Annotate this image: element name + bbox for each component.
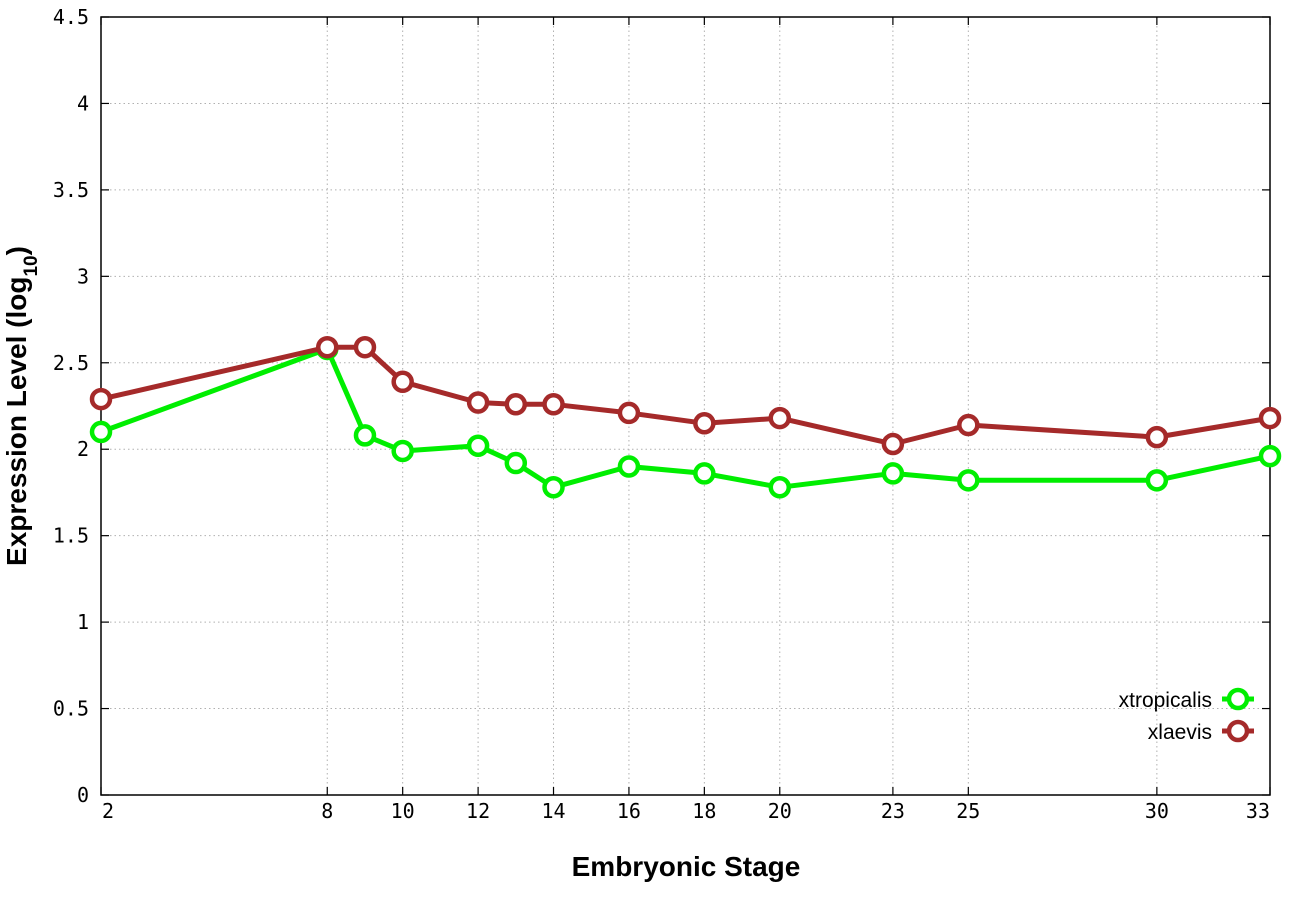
data-point-xlaevis [1258,406,1282,430]
x-tick-label: 30 [1145,799,1169,823]
legend-label-xtropicalis: xtropicalis [1119,689,1212,712]
data-point-xlaevis [391,370,414,394]
x-axis-title: Embryonic Stage [572,851,801,882]
data-point-xtropicalis [957,469,980,492]
data-point-xlaevis [881,432,905,456]
y-axis-title-main: Expression Level (log [1,277,32,566]
x-tick-label: 33 [1246,799,1270,823]
data-point-xtropicalis [881,462,905,485]
y-tick-label: 1 [77,610,89,634]
data-point-xlaevis [466,391,490,414]
y-axis-title-suffix: ) [1,246,32,255]
data-point-xlaevis [617,401,641,425]
legend: xtropicalis xlaevis [1119,687,1254,744]
data-point-xlaevis [504,393,528,416]
data-point-xtropicalis [617,455,641,478]
axis-ticks: 0 0.5 1 1.5 2 2.5 3 3.5 4 4.5 2 8 10 12 14 16 18 20 23 25 30… [53,5,1271,823]
grid [101,17,1270,795]
data-point-xtropicalis [504,451,528,475]
x-tick-label: 20 [768,799,792,823]
x-tick-label: 12 [466,799,490,823]
legend-marker-xlaevis [1226,719,1250,743]
x-tick-label: 25 [956,799,980,823]
data-point-xlaevis [542,393,565,416]
y-tick-label: 0 [77,783,89,807]
data-point-xtropicalis [768,476,792,499]
series-xtropicalis [89,337,1282,499]
data-point-xtropicalis [391,439,414,463]
y-tick-label: 0.5 [53,697,89,721]
x-tick-label: 8 [321,799,333,823]
series-line-xlaevis [100,344,1271,447]
x-tick-label: 10 [391,799,415,823]
x-tick-label: 16 [617,799,641,823]
y-tick-label: 2 [77,437,89,461]
data-point-xlaevis [957,413,980,437]
x-tick-label: 2 [102,799,114,823]
series-line-xtropicalis [100,346,1271,490]
series-xlaevis [89,335,1282,456]
plot-frame [100,16,1271,796]
data-point-xlaevis [316,335,339,359]
data-point-xlaevis [353,335,377,359]
data-point-xtropicalis [466,434,490,458]
y-tick-label: 3.5 [53,178,89,202]
y-tick-label: 1.5 [53,524,89,548]
x-tick-label: 23 [881,799,905,823]
series-layer [89,335,1282,499]
x-tick-label: 18 [692,799,716,823]
data-point-xlaevis [693,412,716,435]
data-point-xlaevis [768,406,792,430]
y-axis-title: Expression Level (log10) [1,246,42,566]
data-point-xtropicalis [693,462,716,485]
data-point-xtropicalis [353,424,377,447]
data-point-xtropicalis [1258,444,1282,468]
data-point-xtropicalis [89,420,113,444]
x-tick-label: 14 [541,799,565,823]
y-tick-label: 2.5 [53,351,89,375]
data-point-xtropicalis [542,476,565,499]
legend-marker-xtropicalis [1226,687,1250,711]
y-tick-label: 3 [77,264,89,288]
data-point-xlaevis [89,387,113,411]
data-point-xtropicalis [1145,469,1169,492]
y-axis-title-subscript: 10 [21,255,42,276]
y-tick-label: 4.5 [53,5,89,29]
y-tick-label: 4 [77,91,89,115]
data-point-xlaevis [1145,425,1169,449]
legend-label-xlaevis: xlaevis [1148,721,1212,744]
